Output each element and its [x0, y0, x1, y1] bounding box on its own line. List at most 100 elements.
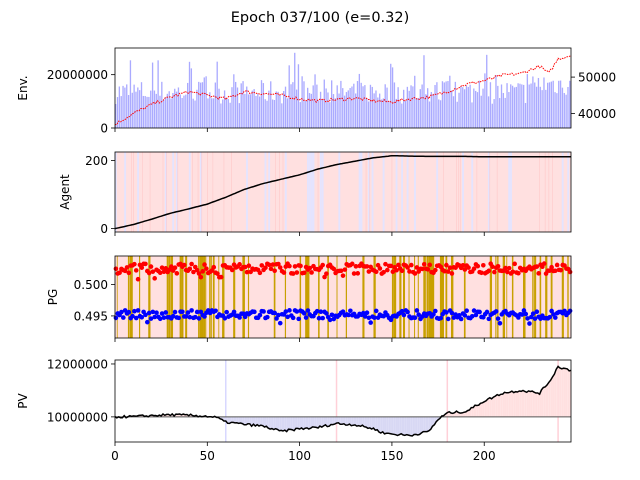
pv-gain-fill [524, 391, 527, 417]
pv-gain-fill [504, 392, 507, 417]
pg-red-point [292, 264, 298, 269]
pg-red-point [338, 268, 344, 274]
pg-red-point [399, 268, 405, 274]
pg-blue-point [145, 319, 150, 325]
env-volume-bar [325, 88, 327, 128]
env-volume-bar [425, 94, 427, 128]
pg-red-point [567, 269, 573, 275]
pg-band [233, 256, 236, 338]
env-volume-bar [209, 92, 211, 128]
env-volume-bar [225, 97, 228, 128]
env-volume-bar [192, 98, 194, 128]
pg-red-point [322, 274, 327, 280]
pg-band [205, 256, 207, 338]
env-volume-bar [556, 93, 558, 128]
env-volume-bar [473, 88, 475, 128]
pg-red-point [490, 264, 495, 270]
pv-loss-fill [319, 416, 322, 428]
pv-loss-fill [391, 416, 394, 435]
env-volume-bar [140, 82, 143, 128]
env-volume-bar [373, 93, 375, 128]
pg-band [539, 256, 542, 338]
env-volume-bar [131, 92, 133, 128]
env-volume-bar [454, 81, 457, 128]
env-volume-bar [124, 87, 126, 128]
pg-red-point [355, 271, 361, 276]
env-volume-bar [449, 75, 451, 128]
pg-blue-point [157, 316, 163, 322]
pg-blue-point [194, 309, 200, 315]
pg-red-point [479, 270, 484, 276]
agent-tick-label: 200 [85, 154, 108, 168]
env-volume-bar [122, 85, 124, 128]
pv-loss-fill [423, 416, 426, 432]
pv-loss-fill [351, 416, 354, 426]
env-volume-bar [462, 87, 464, 128]
pg-band [181, 256, 184, 338]
pg-band [425, 256, 427, 338]
env-volume-bar [443, 82, 445, 128]
env-volume-bar [321, 98, 324, 128]
pg-blue-point [366, 315, 372, 321]
pv-gain-fill [506, 392, 509, 417]
env-volume-bar [212, 98, 215, 128]
pg-red-point [172, 265, 178, 270]
pg-red-point [246, 263, 252, 269]
agent-tick-label: 0 [100, 222, 108, 236]
env-volume-bar [524, 102, 527, 128]
pg-red-point [139, 265, 145, 270]
env-volume-bar [164, 97, 167, 128]
pg-red-point [366, 269, 372, 274]
pv-loss-fill [340, 416, 343, 425]
env-volume-bar [303, 81, 305, 128]
env-volume-bar [297, 64, 300, 128]
env-volume-bar [199, 82, 202, 128]
pg-band [545, 256, 548, 338]
pv-gain-fill [460, 412, 463, 417]
pv-loss-fill [301, 416, 304, 430]
env-volume-bar [401, 103, 403, 128]
pg-blue-point [412, 315, 418, 321]
env-volume-bar [286, 98, 289, 128]
pg-blue-point [519, 312, 525, 317]
pv-loss-fill [273, 416, 276, 430]
env-volume-bar [390, 63, 392, 128]
env-volume-bar [397, 87, 399, 128]
env-volume-bar [353, 83, 355, 128]
env-volume-bar [127, 95, 130, 128]
pg-red-point [516, 270, 521, 276]
pg-blue-point [368, 320, 373, 325]
pg-blue-point [265, 314, 270, 320]
env-volume-bar [377, 97, 379, 128]
pg-blue-point [185, 310, 191, 315]
pg-blue-point [121, 315, 126, 320]
pg-band [427, 256, 429, 338]
env-volume-bar [358, 73, 361, 128]
pg-red-point [420, 266, 425, 272]
env-volume-bar [386, 87, 388, 128]
env-volume-bar [155, 93, 157, 128]
pg-band [284, 256, 287, 338]
pg-red-point [187, 266, 193, 272]
env-volume-bar [487, 96, 490, 128]
pv-loss-fill [299, 416, 302, 430]
env-volume-bar [504, 97, 506, 128]
env-volume-bar [561, 87, 564, 128]
panel-agent: 0 200 Agent [58, 151, 572, 236]
env-volume-bar [166, 93, 169, 128]
pv-loss-fill [382, 416, 385, 434]
pg-red-point [505, 269, 510, 275]
pg-blue-point [139, 314, 145, 320]
pg-band [534, 256, 537, 338]
pg-band [403, 256, 406, 338]
env-volume-bar [151, 62, 154, 129]
pg-red-point [209, 268, 215, 273]
pg-blue-point [222, 315, 228, 321]
env-volume-bar [388, 101, 390, 128]
pv-ylabel: PV [16, 392, 30, 408]
pv-loss-fill [327, 416, 330, 427]
x-tick-label: 200 [473, 449, 496, 463]
pv-loss-fill [292, 416, 295, 431]
env-volume-bar [441, 81, 444, 128]
env-volume-bar [271, 99, 274, 128]
